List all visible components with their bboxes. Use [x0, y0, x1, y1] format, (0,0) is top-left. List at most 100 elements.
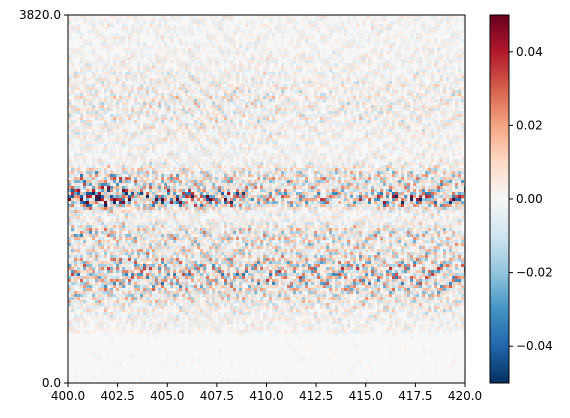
heatmap-cell — [227, 75, 231, 79]
heatmap-cell — [311, 150, 315, 154]
heatmap-cell — [434, 147, 438, 151]
heatmap-cell — [107, 48, 111, 52]
heatmap-cell — [113, 129, 117, 133]
heatmap-cell — [335, 126, 339, 130]
heatmap-cell — [356, 54, 360, 58]
heatmap-cell — [413, 135, 417, 139]
heatmap-cell — [104, 144, 108, 148]
heatmap-cell — [239, 84, 243, 88]
heatmap-cell — [248, 96, 252, 100]
heatmap-cell — [104, 174, 108, 178]
heatmap-cell — [434, 63, 438, 67]
heatmap-cell — [389, 150, 393, 154]
heatmap-cell — [185, 111, 189, 115]
heatmap-cell — [311, 162, 315, 166]
heatmap-cell — [371, 120, 375, 124]
heatmap-cell — [170, 108, 174, 112]
heatmap-cell — [194, 177, 198, 181]
heatmap-cell — [257, 120, 261, 124]
heatmap-cell — [383, 159, 387, 163]
heatmap-cell — [215, 114, 219, 118]
heatmap-cell — [437, 93, 441, 97]
heatmap-cell — [389, 84, 393, 88]
heatmap-cell — [320, 117, 324, 121]
heatmap-cell — [281, 126, 285, 130]
heatmap-cell — [257, 168, 261, 172]
heatmap-cell — [206, 171, 210, 175]
heatmap-cell — [449, 141, 453, 145]
heatmap-cell — [227, 105, 231, 109]
heatmap-cell — [146, 30, 150, 34]
heatmap-cell — [137, 171, 141, 175]
heatmap-cell — [395, 114, 399, 118]
heatmap-cell — [146, 54, 150, 58]
heatmap-cell — [359, 168, 363, 172]
heatmap-cell — [125, 30, 129, 34]
heatmap-cell — [149, 99, 153, 103]
heatmap-cell — [314, 93, 318, 97]
heatmap-cell — [215, 90, 219, 94]
heatmap-cell — [164, 126, 168, 130]
heatmap-cell — [434, 117, 438, 121]
heatmap-cell — [284, 153, 288, 157]
heatmap-cell — [350, 132, 354, 136]
heatmap-cell — [119, 159, 123, 163]
heatmap-cell — [416, 141, 420, 145]
heatmap-cell — [128, 99, 132, 103]
heatmap-cell — [305, 108, 309, 112]
heatmap-cell — [416, 147, 420, 151]
heatmap-cell — [167, 156, 171, 160]
heatmap-cell — [425, 135, 429, 139]
heatmap-cell — [284, 177, 288, 181]
heatmap-cell — [404, 135, 408, 139]
heatmap-cell — [146, 102, 150, 106]
heatmap-cell — [71, 111, 75, 115]
heatmap-cell — [368, 69, 372, 73]
heatmap-cell — [89, 147, 93, 151]
heatmap-cell — [107, 27, 111, 31]
heatmap-cell — [296, 174, 300, 178]
heatmap-cell — [326, 60, 330, 64]
heatmap-cell — [158, 48, 162, 52]
heatmap-cell — [398, 84, 402, 88]
heatmap-cell — [296, 108, 300, 112]
heatmap-cell — [194, 120, 198, 124]
heatmap-cell — [383, 165, 387, 169]
heatmap-cell — [260, 123, 264, 127]
heatmap-cell — [209, 42, 213, 46]
heatmap-cell — [416, 132, 420, 136]
heatmap-cell — [350, 120, 354, 124]
heatmap-cell — [101, 180, 105, 184]
heatmap-cell — [230, 99, 234, 103]
heatmap-cell — [284, 66, 288, 70]
heatmap-cell — [347, 156, 351, 160]
heatmap-cell — [146, 111, 150, 115]
heatmap-cell — [203, 108, 207, 112]
heatmap-cell — [272, 81, 276, 85]
heatmap-cell — [344, 39, 348, 43]
heatmap-cell — [101, 69, 105, 73]
heatmap-cell — [443, 108, 447, 112]
heatmap-cell — [428, 138, 432, 142]
heatmap-cell — [236, 138, 240, 142]
heatmap-cell — [419, 24, 423, 28]
heatmap-cell — [122, 87, 126, 91]
heatmap-cell — [461, 114, 465, 118]
heatmap-cell — [332, 168, 336, 172]
heatmap-cell — [104, 78, 108, 82]
heatmap-cell — [422, 114, 426, 118]
heatmap-cell — [455, 96, 459, 100]
heatmap-cell — [170, 114, 174, 118]
heatmap-cell — [245, 81, 249, 85]
heatmap-cell — [275, 117, 279, 121]
heatmap-cell — [422, 174, 426, 178]
heatmap-cell — [95, 123, 99, 127]
heatmap-cell — [203, 72, 207, 76]
heatmap-cell — [395, 54, 399, 58]
heatmap-cell — [80, 126, 84, 130]
heatmap-cell — [293, 117, 297, 121]
heatmap-cell — [134, 21, 138, 25]
heatmap-cell — [407, 87, 411, 91]
heatmap-cell — [191, 111, 195, 115]
heatmap-cell — [350, 171, 354, 175]
